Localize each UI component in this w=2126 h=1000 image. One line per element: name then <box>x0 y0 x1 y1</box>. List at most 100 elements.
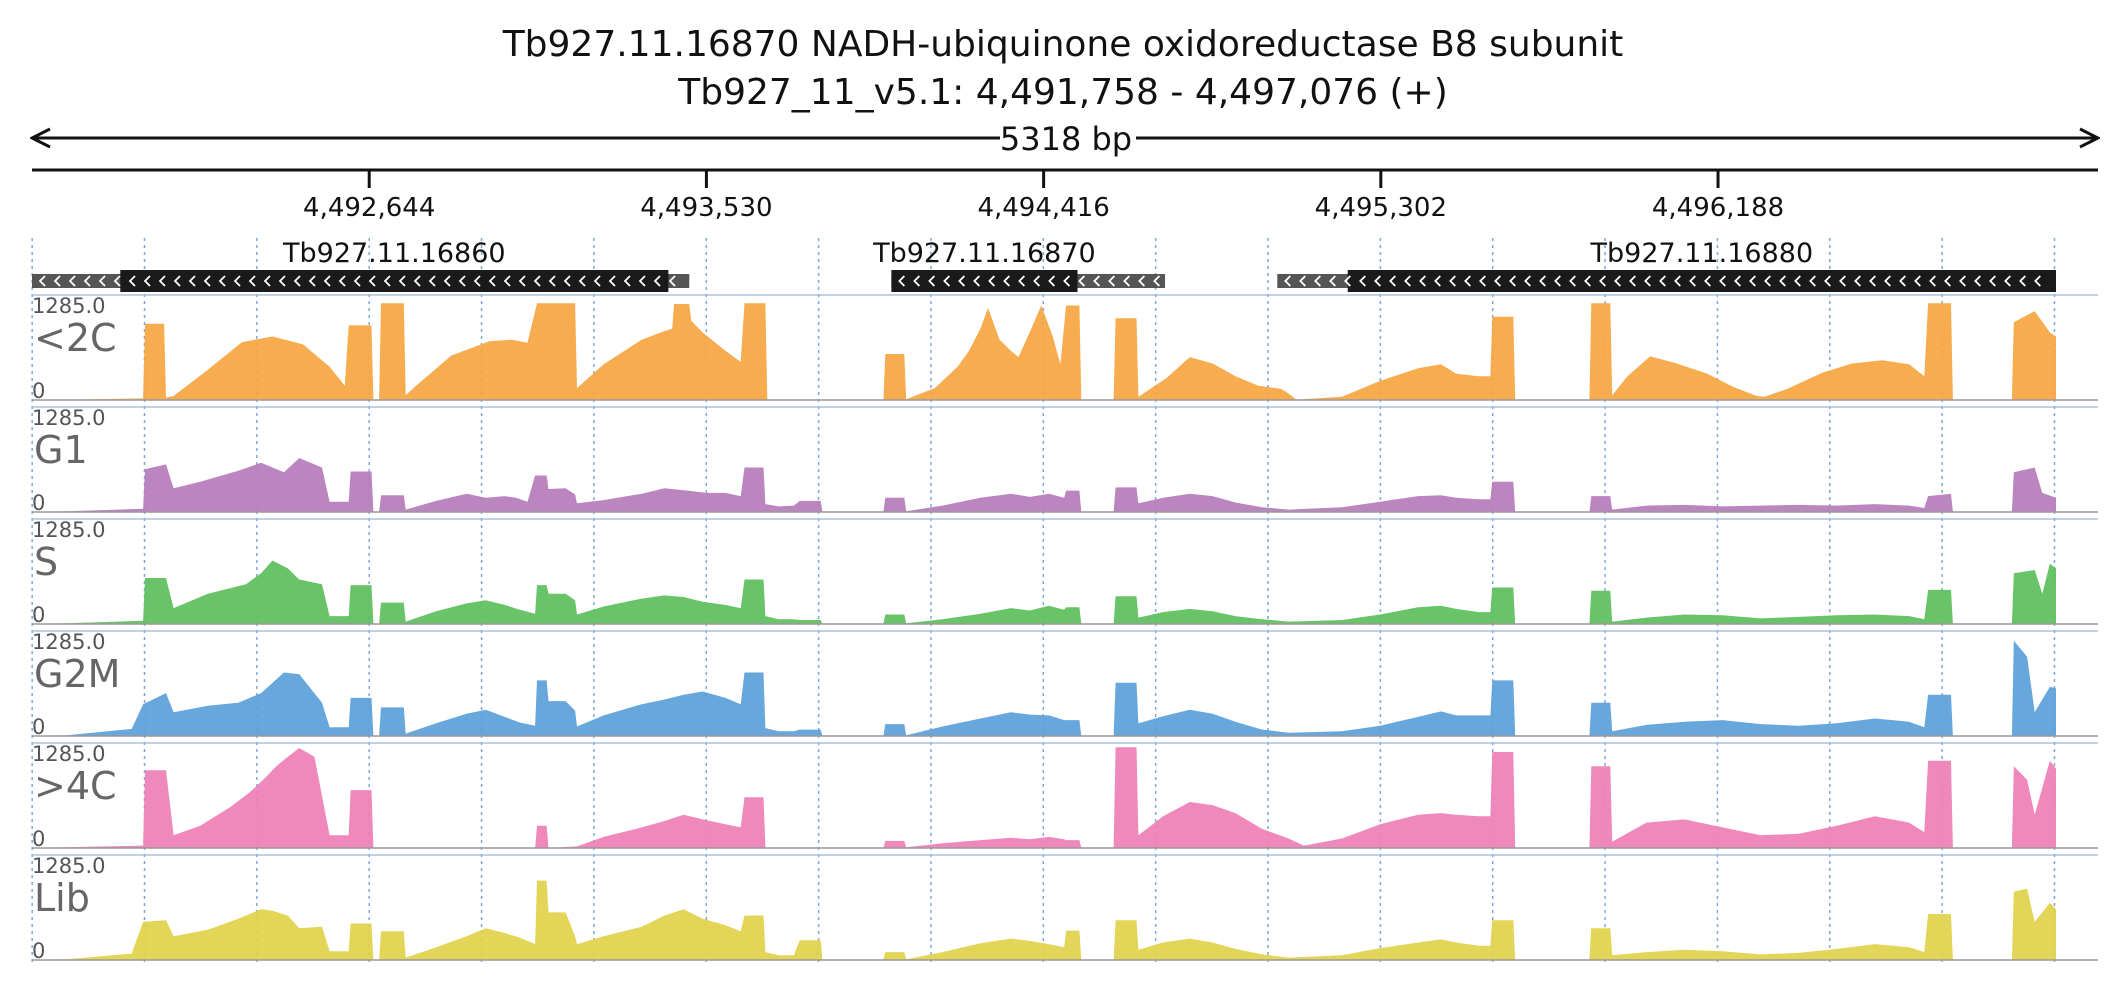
strand-chevron <box>1854 275 1861 287</box>
axis-tick-label: 4,492,644 <box>303 193 435 223</box>
strand-chevron <box>323 275 331 287</box>
strand-chevron <box>188 275 196 287</box>
strand-chevron <box>68 275 76 287</box>
strand-chevron <box>533 275 541 287</box>
strand-chevron <box>518 275 526 287</box>
strand-chevron <box>1779 275 1786 287</box>
strand-chevron <box>503 275 511 287</box>
strand-chevron <box>128 275 136 287</box>
coverage-area <box>32 640 2056 736</box>
strand-chevron <box>1824 275 1831 287</box>
y-max-label: 1285.0 <box>32 742 105 766</box>
track-name: Lib <box>34 876 90 920</box>
strand-chevron <box>1704 275 1711 287</box>
track-name: >4C <box>34 764 117 808</box>
coverage-area <box>32 880 2056 960</box>
strand-chevron <box>98 275 106 287</box>
axis-tick-label: 4,493,530 <box>640 193 772 223</box>
coverage-tracks: 1285.00<2C1285.00G11285.00S1285.00G2M128… <box>32 294 2098 963</box>
gene-cds <box>891 270 1078 292</box>
strand-chevron <box>1524 275 1531 287</box>
strand-chevron <box>1749 275 1756 287</box>
strand-chevron <box>173 275 181 287</box>
strand-chevron <box>263 275 271 287</box>
strand-chevron <box>278 275 286 287</box>
strand-chevron <box>1404 275 1411 287</box>
strand-chevron <box>653 275 661 287</box>
strand-chevron <box>1284 275 1291 287</box>
y-min-label: 0 <box>32 491 45 515</box>
strand-chevron <box>1674 275 1681 287</box>
strand-chevron <box>1914 275 1921 287</box>
genomic-axis: 4,492,644 4,493,530 4,494,416 4,495,302 4,49… <box>32 168 2098 223</box>
strand-chevron <box>1599 275 1606 287</box>
strand-chevron <box>203 275 211 287</box>
strand-chevron <box>898 275 906 287</box>
strand-chevron <box>1884 275 1891 287</box>
strand-chevron <box>2034 275 2041 287</box>
coverage-track: 1285.0 0 >4C <box>32 742 2098 851</box>
y-max-label: 1285.0 <box>32 630 105 654</box>
strand-chevron <box>1659 275 1666 287</box>
track-name: G2M <box>34 652 120 696</box>
coverage-area <box>32 560 2056 624</box>
span-indicator: 5318 bp <box>32 120 2098 158</box>
strand-chevron <box>1794 275 1801 287</box>
strand-chevron <box>1434 275 1441 287</box>
strand-chevron <box>158 275 166 287</box>
strand-chevron <box>563 275 571 287</box>
strand-chevron <box>1959 275 1966 287</box>
strand-chevron <box>443 275 451 287</box>
strand-chevron <box>38 275 46 287</box>
strand-chevron <box>623 275 631 287</box>
strand-chevron <box>928 275 936 287</box>
strand-chevron <box>1944 275 1951 287</box>
strand-chevron <box>53 275 61 287</box>
strand-chevron <box>338 275 346 287</box>
strand-chevron <box>1839 275 1846 287</box>
y-min-label: 0 <box>32 715 45 739</box>
strand-chevron <box>413 275 421 287</box>
strand-chevron <box>1554 275 1561 287</box>
strand-chevron <box>988 275 996 287</box>
strand-chevron <box>1033 275 1041 287</box>
coverage-area <box>32 303 2056 400</box>
span-label: 5318 bp <box>1000 120 1132 158</box>
gene-label: Tb927.11.16880 <box>1590 238 1814 269</box>
strand-chevron <box>1389 275 1396 287</box>
strand-chevron <box>218 275 226 287</box>
strand-chevron <box>1734 275 1741 287</box>
gene-cds <box>1347 270 2056 292</box>
strand-chevron <box>1644 275 1651 287</box>
strand-chevron <box>913 275 921 287</box>
coverage-track: 1285.0 0 S <box>32 518 2098 627</box>
strand-chevron <box>113 275 121 287</box>
coverage-area <box>32 747 2056 848</box>
strand-chevron <box>458 275 466 287</box>
gene-label: Tb927.11.16870 <box>872 238 1096 269</box>
gene-label: Tb927.11.16860 <box>282 238 506 269</box>
axis-tick-label: 4,494,416 <box>977 193 1109 223</box>
track-name: S <box>34 540 58 584</box>
gene-cds <box>120 270 669 292</box>
gene-annotation-track: Tb927.11.16860 Tb927.11.16870 Tb927.11.168… <box>32 238 2056 292</box>
strand-chevron <box>1869 275 1876 287</box>
strand-chevron <box>428 275 436 287</box>
y-max-label: 1285.0 <box>32 854 105 878</box>
strand-chevron <box>143 275 151 287</box>
strand-chevron <box>308 275 316 287</box>
strand-chevron <box>1299 275 1306 287</box>
strand-chevron <box>1899 275 1906 287</box>
strand-chevron <box>1449 275 1456 287</box>
strand-chevron <box>1138 275 1146 287</box>
chart-title: Tb927.11.16870 NADH-ubiquinone oxidoredu… <box>502 24 1624 65</box>
y-min-label: 0 <box>32 379 45 403</box>
strand-chevron <box>368 275 376 287</box>
strand-chevron <box>383 275 391 287</box>
strand-chevron <box>1719 275 1726 287</box>
strand-chevron <box>668 275 676 287</box>
coverage-area <box>32 458 2056 512</box>
chart-subtitle: Tb927_11_v5.1: 4,491,758 - 4,497,076 (+) <box>678 72 1448 113</box>
strand-chevron <box>1314 275 1321 287</box>
